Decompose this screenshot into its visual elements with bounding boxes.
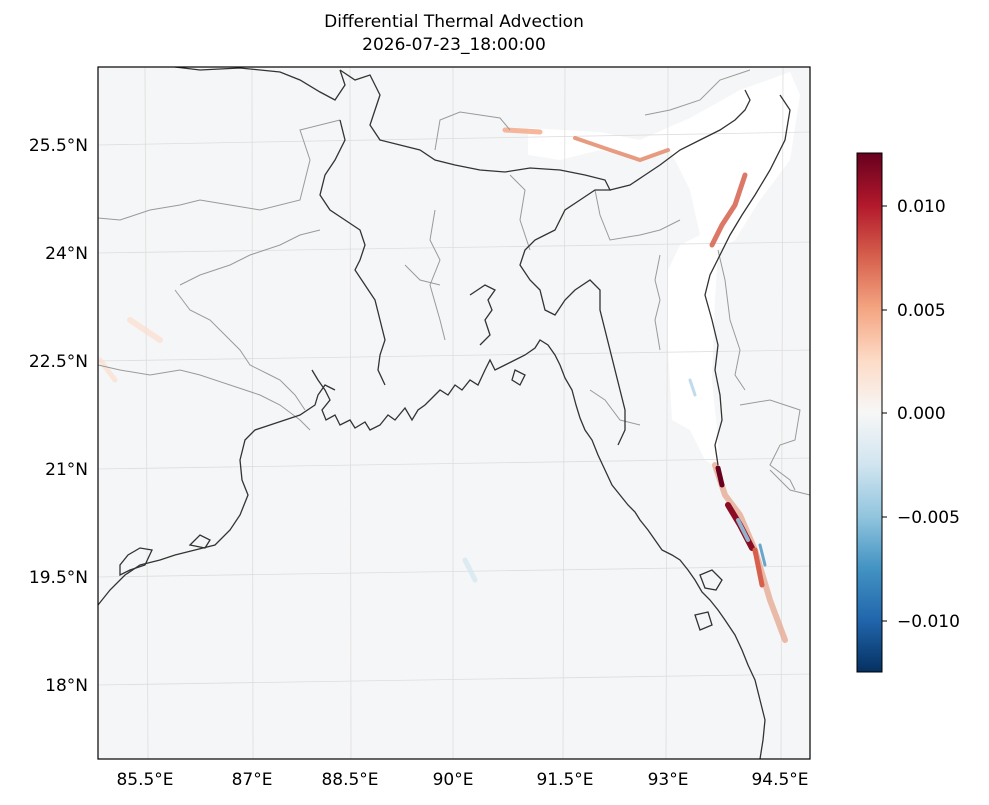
lat-tick-label: 25.5°N (29, 136, 88, 156)
colorbar-tick-label: −0.005 (897, 508, 960, 528)
colorbar-tick-label: 0.010 (897, 197, 946, 217)
lat-tick-label: 19.5°N (29, 568, 88, 588)
colorbar-tick-label: 0.005 (897, 301, 946, 321)
lon-tick-label: 91.5°E (536, 770, 593, 790)
latitude-labels: 25.5°N 24°N 22.5°N 21°N 19.5°N 18°N (29, 136, 88, 696)
map-timestamp: 2026-07-23_18:00:00 (362, 35, 546, 55)
colorbar: 0.010 0.005 0.000 −0.005 −0.010 (856, 152, 960, 673)
masked-region (528, 72, 800, 470)
lon-tick-label: 90°E (433, 770, 474, 790)
lat-tick-label: 18°N (45, 676, 88, 696)
lat-tick-label: 24°N (45, 244, 88, 264)
admin-borders (98, 69, 810, 496)
map-frame (97, 66, 811, 760)
graticule (98, 67, 810, 759)
lon-tick-label: 87°E (232, 770, 273, 790)
colorbar-tick-label: 0.000 (897, 404, 946, 424)
longitude-labels: 85.5°E 87°E 88.5°E 90°E 91.5°E 93°E 94.5… (116, 770, 808, 790)
colorbar-gradient (856, 152, 883, 673)
map-title: Differential Thermal Advection (324, 12, 584, 32)
advection-field (98, 127, 788, 643)
lat-tick-label: 22.5°N (29, 352, 88, 372)
lat-tick-label: 21°N (45, 460, 88, 480)
coastline (98, 67, 791, 759)
lon-tick-label: 93°E (648, 770, 689, 790)
lon-tick-label: 88.5°E (321, 770, 378, 790)
lon-tick-label: 85.5°E (116, 770, 173, 790)
lon-tick-label: 94.5°E (751, 770, 808, 790)
map-layers (98, 67, 810, 759)
colorbar-tick-label: −0.010 (897, 612, 960, 632)
